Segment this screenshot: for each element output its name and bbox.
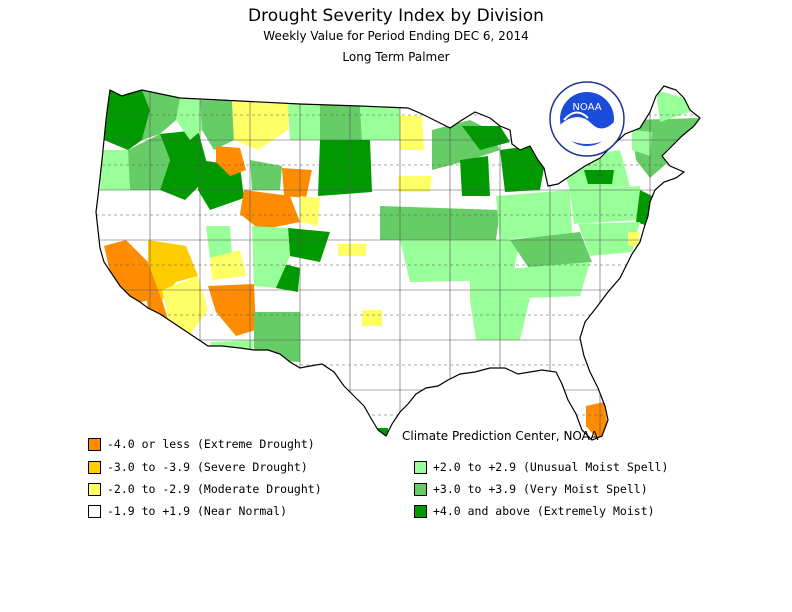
legend-item-severe-drought: -3.0 to -3.9 (Severe Drought) [88,460,308,474]
region-ca-south [162,276,208,334]
legend-swatch [414,460,427,474]
division-fills [100,90,700,440]
map-title: Drought Severity Index by Division [248,6,544,26]
region-ks-west [338,244,366,256]
region-mt-central [232,101,290,150]
region-mi-upper [462,126,510,150]
region-ne-east [398,176,432,192]
legend-swatch [414,504,427,518]
legend-swatch [88,460,101,474]
legend-item-moderate-drought: -2.0 to -2.9 (Moderate Drought) [88,482,322,496]
region-maine-north [656,90,690,122]
region-ca-valley [148,240,198,300]
noaa-logo-text: NOAA [572,102,601,113]
map-subtitle: Weekly Value for Period Ending DEC 6, 20… [263,29,529,43]
region-vt-nh [632,130,652,156]
legend-label: -1.9 to +1.9 (Near Normal) [107,504,288,518]
legend-label: +3.0 to +3.9 (Very Moist Spell) [433,482,648,496]
region-mt-east [288,104,320,140]
region-de-md [628,232,640,246]
region-nv-north [206,226,232,258]
region-ny-west [584,170,614,184]
map-subtitle-index: Long Term Palmer [342,50,450,64]
legend-swatch [88,504,101,518]
region-wy-central [282,168,312,198]
region-nd-east [360,106,400,140]
region-mi-lower [500,146,544,192]
region-mt-west [200,100,234,150]
region-wa-coast [104,90,150,150]
region-sd [318,140,372,196]
credit-text: Climate Prediction Center, NOAA [402,429,599,443]
region-fl-south [586,402,608,440]
region-ca-central [126,240,170,326]
legend-item-very-moist: +3.0 to +3.9 (Very Moist Spell) [414,482,648,496]
region-wy-se [300,196,320,226]
region-ia-il [380,206,500,240]
legend-label: -2.0 to -2.9 (Moderate Drought) [107,482,322,496]
region-wy-west [250,160,282,190]
legend-label: +4.0 and above (Extremely Moist) [433,504,655,518]
legend-item-extremely-moist: +4.0 and above (Extremely Moist) [414,504,655,518]
region-nm [254,312,300,362]
region-va [578,222,640,256]
region-or-west [100,150,130,190]
region-tx-north [362,310,382,326]
region-id-sw [216,146,246,176]
legend-item-extreme-drought: -4.0 or less (Extreme Drought) [88,437,315,451]
region-az-north [208,284,256,336]
region-az-south [210,340,254,362]
region-pa [570,186,640,224]
noaa-logo: NOAA [549,81,625,157]
region-or-east [160,130,210,200]
region-ut-north [240,190,300,230]
legend-item-unusual-moist: +2.0 to +2.9 (Unusual Moist Spell) [414,460,668,474]
region-wa-central [142,90,180,140]
legend-swatch [88,437,101,451]
region-ca-north [104,240,150,304]
legend-swatch [414,482,427,496]
region-nd [320,105,362,140]
region-co-north [288,228,330,262]
legend-item-near-normal: -1.9 to +1.9 (Near Normal) [88,504,287,518]
region-co-west [252,226,290,288]
legend-label: -3.0 to -3.9 (Severe Drought) [107,460,308,474]
region-oh-ky [510,232,592,270]
legend-swatch [88,482,101,496]
region-mn-north [400,116,424,150]
legend-label: -4.0 or less (Extreme Drought) [107,437,315,451]
region-id-north [176,98,202,140]
region-or-central [128,134,170,190]
region-wi-south [460,156,490,196]
division-boundaries [96,86,700,440]
legend-label: +2.0 to +2.9 (Unusual Moist Spell) [433,460,669,474]
